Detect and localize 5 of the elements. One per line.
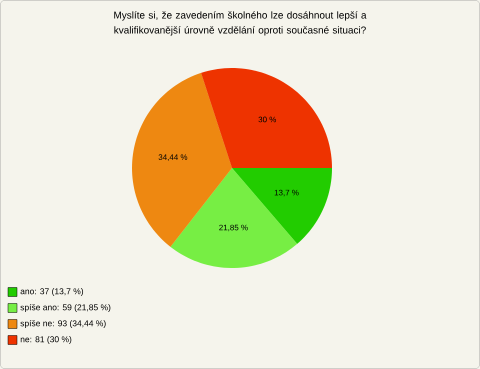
legend-label: spíše ne: 93 (34,44 %)	[20, 320, 106, 328]
legend-label: ano: 37 (13,7 %)	[20, 288, 84, 296]
legend-label: ne: 81 (30 %)	[20, 336, 72, 344]
chart-title: Myslíte si, že zavedením školného lze dosáhnout lepší a kvalifikovanější úrovně vzdělání oproti současné situaci?	[114, 11, 367, 36]
legend-label: spíše ano: 59 (21,85 %)	[20, 304, 110, 312]
